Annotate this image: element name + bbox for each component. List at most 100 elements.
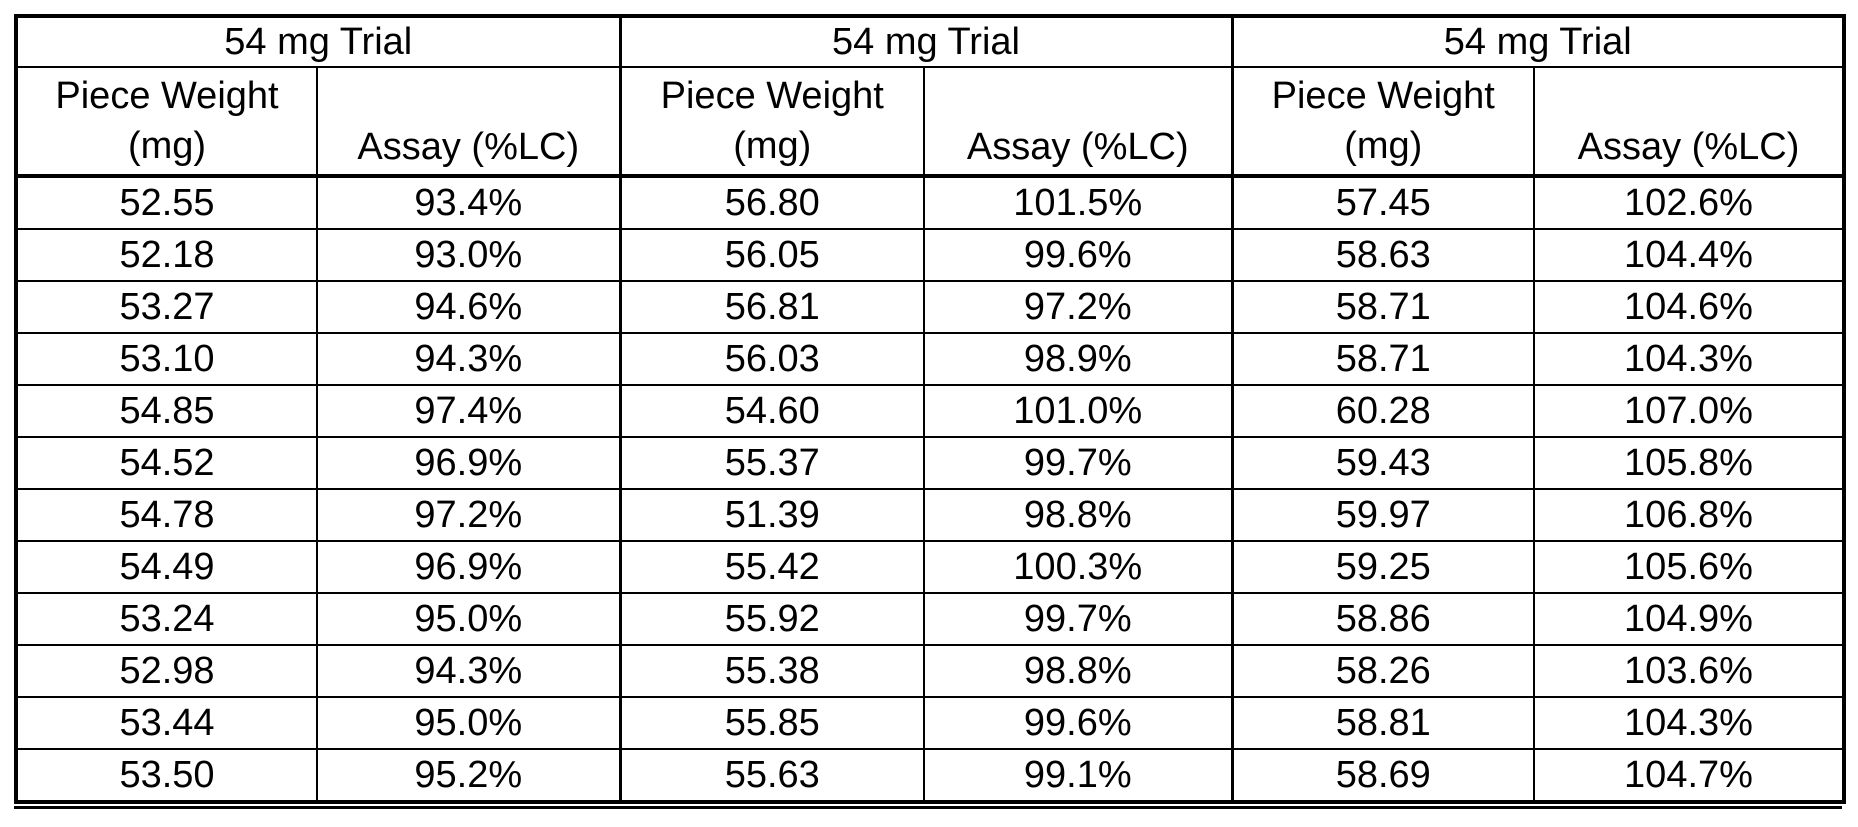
piece-weight-header-line2: (mg) (18, 121, 316, 171)
table-row: 53.5095.2%55.6399.1%58.69104.7% (16, 749, 1844, 802)
table-row: 53.1094.3%56.0398.9%58.71104.3% (16, 333, 1844, 385)
assay-cell: 99.6% (924, 697, 1232, 749)
assay-cell: 106.8% (1534, 489, 1844, 541)
piece-weight-cell: 55.63 (620, 749, 924, 802)
piece-weight-cell: 54.49 (16, 541, 317, 593)
assay-cell: 99.7% (924, 593, 1232, 645)
piece-weight-cell: 54.85 (16, 385, 317, 437)
piece-weight-header: Piece Weight (mg) (1232, 67, 1534, 176)
table-row: 53.2495.0%55.9299.7%58.86104.9% (16, 593, 1844, 645)
assay-cell: 95.0% (317, 697, 620, 749)
assay-cell: 98.8% (924, 489, 1232, 541)
assay-cell: 97.2% (317, 489, 620, 541)
piece-weight-cell: 54.52 (16, 437, 317, 489)
table-row: 53.4495.0%55.8599.6%58.81104.3% (16, 697, 1844, 749)
piece-weight-cell: 55.92 (620, 593, 924, 645)
assay-cell: 93.0% (317, 229, 620, 281)
assay-cell: 96.9% (317, 541, 620, 593)
piece-weight-cell: 51.39 (620, 489, 924, 541)
assay-cell: 97.2% (924, 281, 1232, 333)
table-row: 53.2794.6%56.8197.2%58.71104.6% (16, 281, 1844, 333)
piece-weight-cell: 56.05 (620, 229, 924, 281)
assay-cell: 104.7% (1534, 749, 1844, 802)
table-row: 54.5296.9%55.3799.7%59.43105.8% (16, 437, 1844, 489)
piece-weight-cell: 52.98 (16, 645, 317, 697)
piece-weight-cell: 53.50 (16, 749, 317, 802)
assay-cell: 94.3% (317, 333, 620, 385)
piece-weight-cell: 53.44 (16, 697, 317, 749)
assay-cell: 94.6% (317, 281, 620, 333)
piece-weight-header: Piece Weight (mg) (620, 67, 924, 176)
trial-group-header-2: 54 mg Trial (620, 16, 1232, 67)
piece-weight-cell: 54.60 (620, 385, 924, 437)
piece-weight-header-line1: Piece Weight (18, 71, 316, 121)
assay-cell: 102.6% (1534, 176, 1844, 229)
piece-weight-cell: 52.18 (16, 229, 317, 281)
assay-cell: 94.3% (317, 645, 620, 697)
trial-group-header-1: 54 mg Trial (16, 16, 620, 67)
bottom-rule (14, 806, 1842, 809)
assay-cell: 100.3% (924, 541, 1232, 593)
assay-cell: 103.6% (1534, 645, 1844, 697)
assay-cell: 96.9% (317, 437, 620, 489)
piece-weight-cell: 57.45 (1232, 176, 1534, 229)
assay-cell: 99.1% (924, 749, 1232, 802)
trial-header-row: 54 mg Trial 54 mg Trial 54 mg Trial (16, 16, 1844, 67)
piece-weight-cell: 59.43 (1232, 437, 1534, 489)
piece-weight-cell: 53.10 (16, 333, 317, 385)
piece-weight-header-line2: (mg) (622, 121, 924, 171)
piece-weight-cell: 55.38 (620, 645, 924, 697)
piece-weight-cell: 59.97 (1232, 489, 1534, 541)
piece-weight-cell: 53.24 (16, 593, 317, 645)
piece-weight-cell: 60.28 (1232, 385, 1534, 437)
piece-weight-cell: 58.26 (1232, 645, 1534, 697)
assay-header: Assay (%LC) (317, 67, 620, 176)
piece-weight-cell: 55.85 (620, 697, 924, 749)
piece-weight-header: Piece Weight (mg) (16, 67, 317, 176)
assay-cell: 107.0% (1534, 385, 1844, 437)
assay-cell: 98.9% (924, 333, 1232, 385)
data-table-container: 54 mg Trial 54 mg Trial 54 mg Trial Piec… (14, 14, 1842, 804)
assay-cell: 105.8% (1534, 437, 1844, 489)
table-row: 52.9894.3%55.3898.8%58.26103.6% (16, 645, 1844, 697)
assay-cell: 99.7% (924, 437, 1232, 489)
piece-weight-cell: 56.80 (620, 176, 924, 229)
table-row: 54.7897.2%51.3998.8%59.97106.8% (16, 489, 1844, 541)
assay-cell: 98.8% (924, 645, 1232, 697)
piece-weight-cell: 55.42 (620, 541, 924, 593)
assay-cell: 97.4% (317, 385, 620, 437)
piece-weight-cell: 58.71 (1232, 281, 1534, 333)
assay-header: Assay (%LC) (924, 67, 1232, 176)
piece-weight-cell: 58.81 (1232, 697, 1534, 749)
piece-weight-cell: 58.69 (1232, 749, 1534, 802)
piece-weight-cell: 55.37 (620, 437, 924, 489)
piece-weight-header-line1: Piece Weight (1234, 71, 1534, 121)
piece-weight-header-line1: Piece Weight (622, 71, 924, 121)
piece-weight-cell: 54.78 (16, 489, 317, 541)
trial-group-header-3: 54 mg Trial (1232, 16, 1844, 67)
table-body: 52.5593.4%56.80101.5%57.45102.6%52.1893.… (16, 176, 1844, 802)
assay-cell: 99.6% (924, 229, 1232, 281)
table-row: 54.8597.4%54.60101.0%60.28107.0% (16, 385, 1844, 437)
assay-cell: 105.6% (1534, 541, 1844, 593)
piece-weight-cell: 59.25 (1232, 541, 1534, 593)
assay-cell: 95.2% (317, 749, 620, 802)
assay-cell: 95.0% (317, 593, 620, 645)
assay-header: Assay (%LC) (1534, 67, 1844, 176)
assay-cell: 104.9% (1534, 593, 1844, 645)
piece-weight-cell: 58.63 (1232, 229, 1534, 281)
assay-cell: 104.3% (1534, 697, 1844, 749)
table-row: 54.4996.9%55.42100.3%59.25105.6% (16, 541, 1844, 593)
assay-cell: 101.0% (924, 385, 1232, 437)
assay-cell: 104.6% (1534, 281, 1844, 333)
piece-weight-cell: 52.55 (16, 176, 317, 229)
assay-cell: 93.4% (317, 176, 620, 229)
piece-weight-cell: 58.86 (1232, 593, 1534, 645)
trial-data-table: 54 mg Trial 54 mg Trial 54 mg Trial Piec… (14, 14, 1846, 804)
assay-cell: 104.3% (1534, 333, 1844, 385)
table-row: 52.1893.0%56.0599.6%58.63104.4% (16, 229, 1844, 281)
piece-weight-cell: 58.71 (1232, 333, 1534, 385)
assay-cell: 101.5% (924, 176, 1232, 229)
piece-weight-cell: 56.03 (620, 333, 924, 385)
piece-weight-header-line2: (mg) (1234, 121, 1534, 171)
